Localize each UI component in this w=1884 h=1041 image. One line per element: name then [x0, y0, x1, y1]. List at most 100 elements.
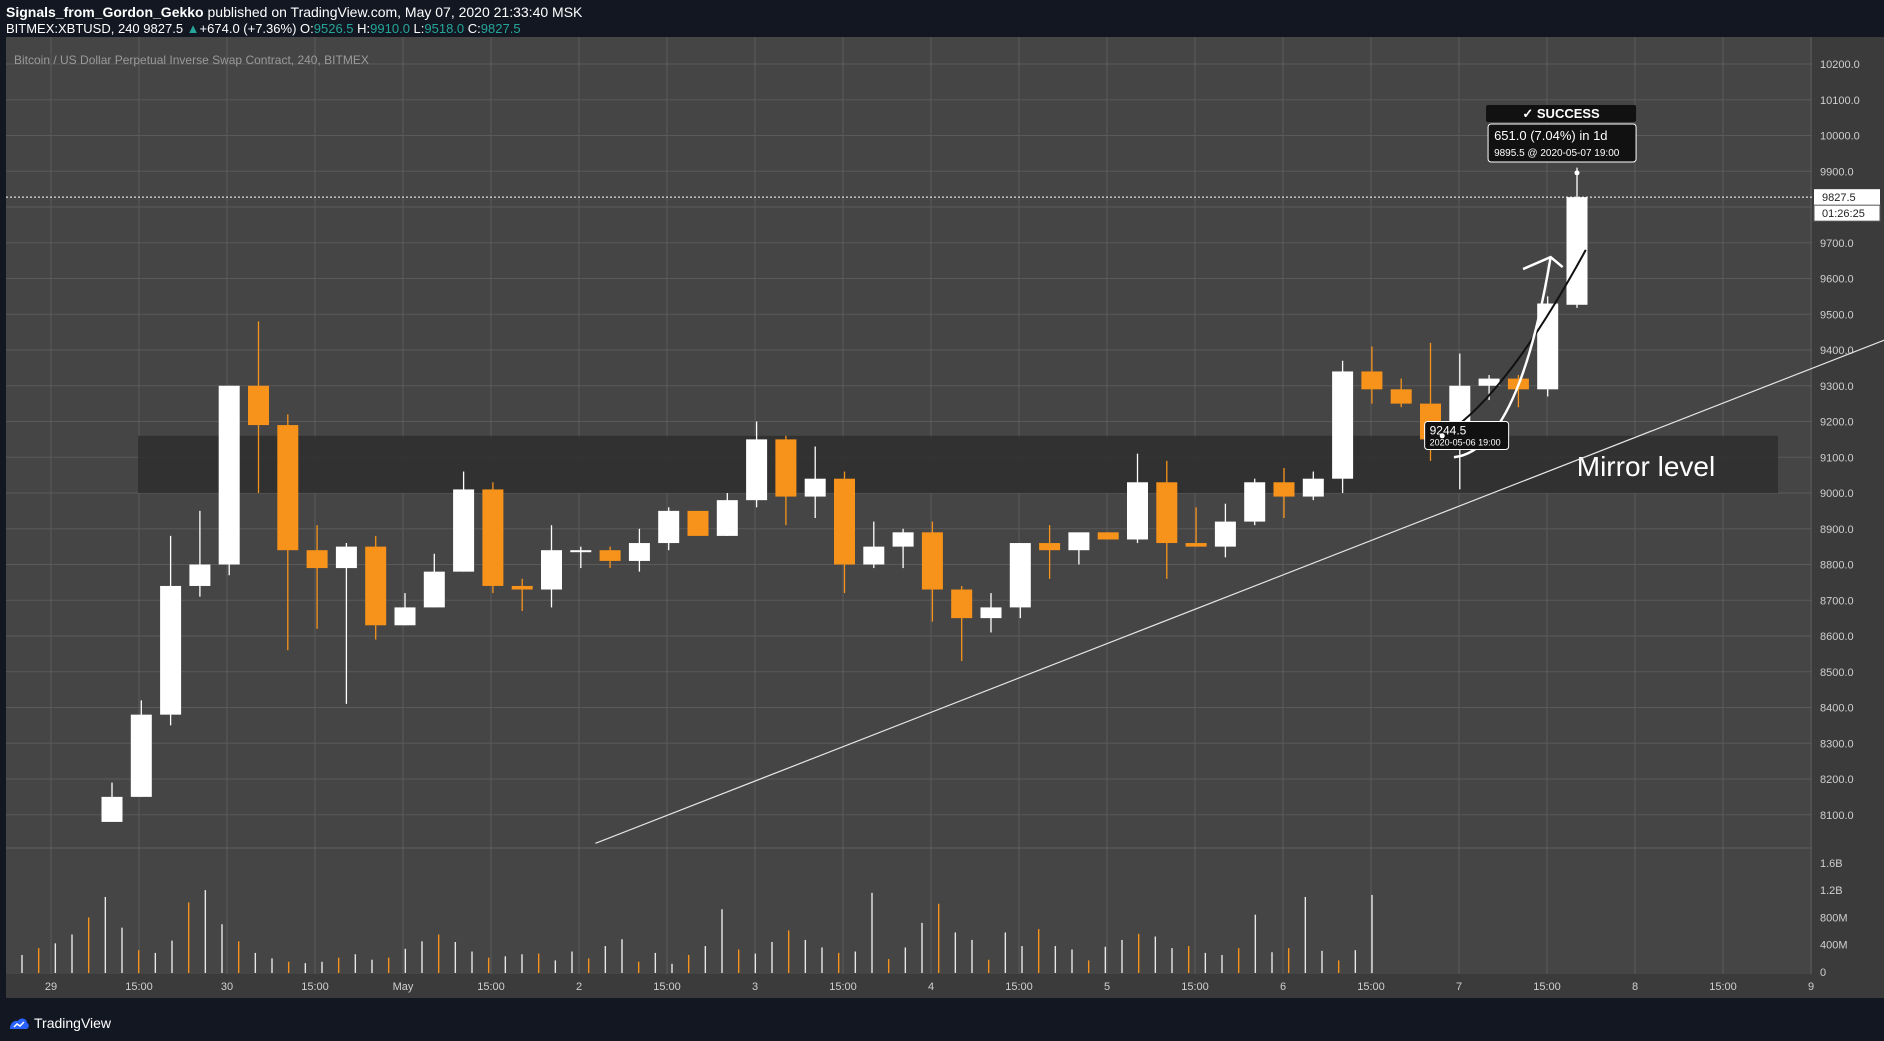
- candle-body: [1068, 532, 1090, 551]
- low-label: L:: [413, 21, 425, 36]
- candle-body: [306, 550, 328, 569]
- start-annotation-value: 9244.5: [1430, 424, 1467, 438]
- mirror-level-label: Mirror level: [1577, 451, 1715, 482]
- price-tick-label: 10000.0: [1820, 131, 1860, 143]
- candle-body: [628, 543, 650, 561]
- projection-arrow: [1453, 256, 1552, 459]
- start-point: [1439, 433, 1445, 439]
- time-tick-label: 15:00: [653, 981, 681, 993]
- candle-body: [1127, 482, 1148, 540]
- footer: TradingView: [0, 1005, 1884, 1041]
- time-tick-label: 2: [576, 981, 582, 993]
- price-tick-label: 8300.0: [1820, 738, 1854, 750]
- price-axis-background: [1812, 37, 1884, 998]
- start-annotation-date: 2020-05-06 19:00: [1430, 438, 1501, 448]
- time-tick-label: 15:00: [125, 981, 153, 993]
- candle-body: [1185, 543, 1207, 547]
- candle-body: [394, 607, 416, 626]
- price-tick-label: 9300.0: [1820, 381, 1854, 393]
- price-tick-label: 10100.0: [1820, 95, 1860, 107]
- chart-title: Bitcoin / US Dollar Perpetual Inverse Sw…: [14, 53, 369, 67]
- candle-body: [1009, 543, 1031, 608]
- success-result: 651.0 (7.04%) in 1d: [1494, 128, 1607, 143]
- author-name[interactable]: Signals_from_Gordon_Gekko: [6, 4, 204, 20]
- candle-body: [453, 489, 475, 572]
- time-tick-label: 5: [1104, 981, 1110, 993]
- close-value: 9827.5: [480, 21, 521, 36]
- ohlc-line: BITMEX:XBTUSD, 240 9827.5 ▲+674.0 (+7.36…: [6, 21, 521, 36]
- price-tick-label: 9500.0: [1820, 309, 1854, 321]
- high-value: 9910.0: [370, 21, 410, 36]
- candle-body: [130, 714, 152, 797]
- candlestick-chart[interactable]: 10200.010100.010000.09900.09800.09700.09…: [0, 0, 1884, 1005]
- candle-body: [1097, 532, 1119, 540]
- time-tick-label: 15:00: [1005, 981, 1033, 993]
- price-change: +674.0 (+7.36%): [199, 21, 297, 36]
- arrowhead-icon: [1522, 255, 1564, 271]
- time-axis-background: [6, 974, 1812, 998]
- chart-header: Signals_from_Gordon_Gekko published on T…: [0, 0, 1884, 44]
- candle-body: [218, 385, 240, 565]
- low-value: 9518.0: [424, 21, 465, 36]
- price-tick-label: 9400.0: [1820, 345, 1854, 357]
- candle-body: [775, 439, 797, 497]
- candle-body: [1273, 482, 1295, 497]
- plot-background: [6, 37, 1812, 974]
- price-tick-label: 9600.0: [1820, 274, 1854, 286]
- time-tick-label: 15:00: [477, 981, 505, 993]
- tradingview-brand[interactable]: TradingView: [34, 1015, 112, 1031]
- time-tick-label: 6: [1280, 981, 1286, 993]
- trend-line: [595, 339, 1884, 844]
- candle-body: [277, 425, 299, 551]
- candle-body: [1478, 378, 1500, 386]
- price-tick-label: 9100.0: [1820, 452, 1854, 464]
- price-tick-label: 8100.0: [1820, 810, 1854, 822]
- price-tick-label: 8900.0: [1820, 524, 1854, 536]
- candle-body: [423, 571, 445, 608]
- publish-info: published on TradingView.com, May 07, 20…: [207, 4, 583, 20]
- start-annotation-box: [1424, 421, 1510, 450]
- mirror-level-zone: [138, 435, 1778, 493]
- publish-line: Signals_from_Gordon_Gekko published on T…: [6, 4, 582, 20]
- time-tick-label: 3: [752, 981, 758, 993]
- candle-body: [1390, 389, 1412, 404]
- time-tick-label: 15:00: [301, 981, 329, 993]
- tradingview-logo-icon[interactable]: [8, 1015, 30, 1031]
- high-label: H:: [357, 21, 371, 36]
- candle-body: [570, 550, 592, 553]
- candle-body: [1332, 371, 1354, 479]
- volume-tick-label: 1.6B: [1820, 858, 1843, 870]
- candle-body: [834, 478, 855, 565]
- price-tick-label: 8500.0: [1820, 667, 1854, 679]
- time-tick-label: 15:00: [829, 981, 857, 993]
- time-tick-label: 30: [221, 981, 233, 993]
- close-label: C:: [467, 21, 481, 36]
- candle-body: [1039, 543, 1061, 551]
- candle-body: [1244, 482, 1266, 522]
- countdown-label: 01:26:25: [1822, 208, 1865, 220]
- success-detail: 9895.5 @ 2020-05-07 19:00: [1494, 148, 1620, 159]
- symbol-label: BITMEX:XBTUSD, 240: [6, 21, 140, 36]
- candle-body: [511, 585, 533, 590]
- volume-tick-label: 0: [1820, 967, 1826, 979]
- candle-body: [1156, 482, 1178, 544]
- candle-body: [1302, 478, 1324, 497]
- candle-body: [189, 564, 211, 586]
- candle-body: [658, 510, 680, 544]
- up-arrow-icon: ▲: [186, 21, 200, 36]
- candle-body: [687, 510, 709, 536]
- time-tick-label: 15:00: [1533, 981, 1561, 993]
- candle-body: [1214, 521, 1236, 547]
- time-tick-label: May: [393, 981, 414, 993]
- success-badge: [1486, 105, 1637, 122]
- countdown-badge: [1813, 204, 1881, 222]
- candle-body: [101, 796, 123, 822]
- time-tick-label: 15:00: [1181, 981, 1209, 993]
- candle-body: [892, 532, 914, 547]
- time-tick-label: 4: [928, 981, 934, 993]
- success-point: [1574, 170, 1580, 176]
- candle-body: [863, 546, 885, 565]
- candle-body: [541, 550, 562, 590]
- time-tick-label: 8: [1632, 981, 1638, 993]
- price-tick-label: 9700.0: [1820, 238, 1854, 250]
